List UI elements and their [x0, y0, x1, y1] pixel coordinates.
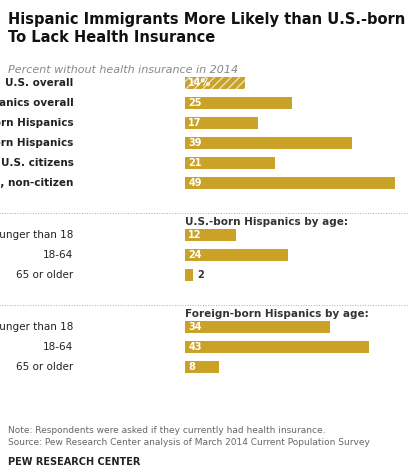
Bar — [185, 77, 245, 89]
Text: Foreign-born Hispanics by age:: Foreign-born Hispanics by age: — [185, 309, 369, 319]
Text: 21: 21 — [188, 158, 202, 168]
Text: 14%: 14% — [188, 79, 212, 88]
Text: Foreign-born Hispanics, non-citizen: Foreign-born Hispanics, non-citizen — [0, 178, 74, 188]
Text: 18-64: 18-64 — [43, 250, 74, 260]
Text: U.S.-born Hispanics by age:: U.S.-born Hispanics by age: — [185, 217, 348, 227]
Text: 43: 43 — [188, 342, 202, 352]
Text: U.S. overall: U.S. overall — [5, 79, 73, 88]
Text: 8: 8 — [188, 362, 195, 372]
Bar — [185, 269, 193, 281]
Text: Hispanics overall: Hispanics overall — [0, 98, 74, 108]
Text: U.S.-born Hispanics: U.S.-born Hispanics — [0, 118, 74, 128]
Text: 24: 24 — [188, 250, 202, 260]
Bar — [185, 229, 236, 241]
Text: 18-64: 18-64 — [43, 342, 74, 352]
Bar — [185, 97, 292, 109]
Text: 65 or older: 65 or older — [16, 270, 73, 280]
Text: Note: Respondents were asked if they currently had health insurance.
Source: Pew: Note: Respondents were asked if they cur… — [8, 426, 370, 447]
Text: 65 or older: 65 or older — [16, 362, 73, 372]
Bar — [185, 360, 219, 373]
Text: 34: 34 — [188, 322, 202, 332]
Text: 17: 17 — [188, 118, 202, 128]
Bar — [185, 157, 275, 169]
Text: 12: 12 — [188, 230, 202, 240]
Text: Foreign-born Hispanics, U.S. citizens: Foreign-born Hispanics, U.S. citizens — [0, 158, 74, 168]
Text: Younger than 18: Younger than 18 — [0, 230, 74, 240]
Text: 25: 25 — [188, 98, 202, 108]
Text: Percent without health insurance in 2014: Percent without health insurance in 2014 — [8, 65, 239, 75]
Text: 49: 49 — [188, 178, 202, 188]
Bar — [185, 341, 369, 353]
Bar — [185, 117, 257, 129]
Text: Foreign-born Hispanics: Foreign-born Hispanics — [0, 138, 74, 148]
Bar — [185, 249, 288, 261]
Text: PEW RESEARCH CENTER: PEW RESEARCH CENTER — [8, 457, 141, 467]
Text: Younger than 18: Younger than 18 — [0, 322, 74, 332]
Bar — [185, 321, 331, 333]
Text: Hispanic Immigrants More Likely than U.S.-born
To Lack Health Insurance: Hispanic Immigrants More Likely than U.S… — [8, 12, 406, 45]
Bar — [185, 177, 394, 189]
Text: 39: 39 — [188, 138, 202, 148]
Text: 2: 2 — [197, 270, 204, 280]
Bar — [185, 137, 352, 149]
